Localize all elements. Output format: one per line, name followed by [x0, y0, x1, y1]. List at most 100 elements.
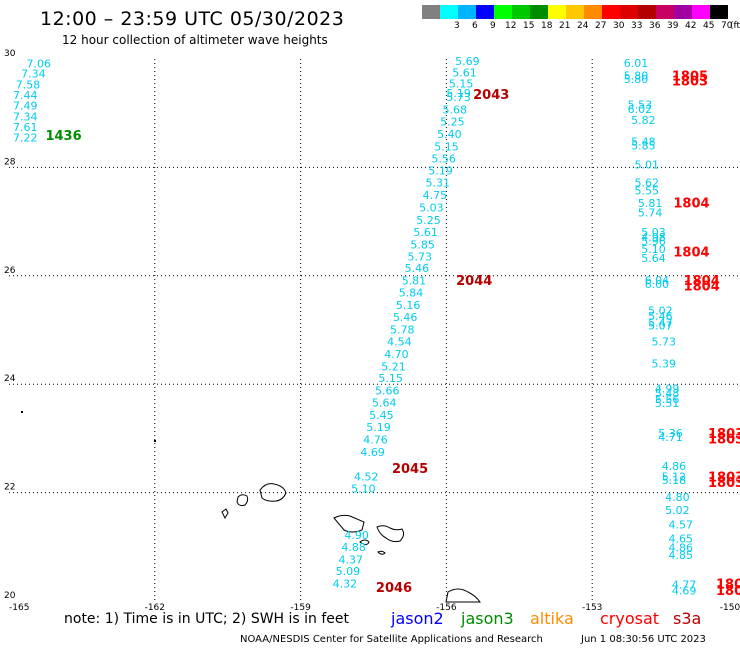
swh-value: 5.19: [366, 421, 391, 434]
swh-value: 5.82: [631, 114, 656, 127]
wave-height-color-legend: [422, 5, 728, 19]
swh-value: 5.18: [662, 474, 687, 487]
swh-value: 5.16: [396, 299, 421, 312]
swh-value: 5.73: [651, 335, 676, 348]
swh-value: 5.25: [416, 214, 441, 227]
latitude-tick-label: 28: [4, 157, 16, 167]
swh-value: 5.48: [655, 387, 680, 400]
swh-value: 5.31: [426, 177, 451, 190]
legend-tick-label: 33: [631, 21, 643, 31]
swh-value: 7.58: [16, 78, 41, 91]
swh-value: 5.78: [390, 323, 415, 336]
swh-value: 7.34: [21, 68, 46, 81]
satellite-track: 5.695.615.155.195.735.685.255.405.155.56…: [333, 55, 510, 596]
axis-labels: -165 -162 -159 -156 -153 -150 30 28 26 24 22 20: [4, 49, 740, 613]
swh-value: 4.57: [669, 519, 694, 532]
swh-value: 5.03: [641, 226, 666, 239]
pass-time-label: 1804: [684, 274, 720, 289]
swh-value: 5.73: [408, 250, 433, 263]
legend-tick-label: 6: [472, 21, 478, 31]
swh-value: 4.71: [658, 431, 683, 444]
legend-tick-label: 12: [505, 21, 517, 31]
legend-swatch: [422, 5, 440, 19]
legend-swatch: [602, 5, 620, 19]
swh-value: 5.66: [375, 385, 400, 398]
footnote: note: 1) Time is in UTC; 2) SWH is in fe…: [64, 611, 350, 627]
legend-swatch: [458, 5, 476, 19]
swh-value: 7.06: [26, 57, 51, 70]
swh-value: 5.56: [431, 153, 456, 166]
island-molokai: [333, 514, 365, 533]
swh-value: 6.00: [645, 278, 670, 291]
swh-value: 5.84: [399, 287, 424, 300]
satellite-name-jason2: jason2: [391, 609, 444, 628]
longitude-tick-label: -159: [290, 603, 311, 613]
swh-value: 4.32: [333, 578, 358, 591]
pass-time-label: 180: [716, 584, 740, 599]
island-kahoolawe: [377, 550, 386, 555]
swh-value: 6.02: [628, 103, 653, 116]
legend-tick-label: 18: [541, 21, 553, 31]
generated-timestamp: Jun 1 08:30:56 UTC 2023: [581, 634, 706, 645]
swh-value: 4.37: [339, 553, 364, 566]
nihoa-dot: [21, 411, 23, 413]
latitude-tick-label: 24: [4, 374, 16, 384]
pass-time-label: 2043: [473, 88, 509, 103]
longitude-tick-label: -150: [720, 603, 740, 613]
credit-text: NOAA/NESDIS Center for Satellite Applica…: [240, 634, 543, 645]
legend-swatch: [440, 5, 458, 19]
swh-value: 5.36: [658, 427, 683, 440]
pass-time-label: 1804: [673, 197, 709, 212]
island-lanai: [359, 539, 370, 545]
swh-value: 4.75: [423, 189, 448, 202]
pass-time-label: 1803: [708, 432, 740, 447]
legend-tick-label: 27: [595, 21, 607, 31]
swh-value: 6.01: [624, 57, 649, 70]
swh-value: 5.15: [378, 372, 403, 385]
legend-tick-label: 21: [559, 21, 571, 31]
pass-time-label: 1803: [708, 476, 740, 491]
swh-value: 7.61: [13, 121, 38, 134]
legend-swatch: [566, 5, 584, 19]
swh-value: 5.64: [641, 252, 666, 265]
swh-tracks: 7.067.347.587.447.497.347.617.22 14365.69…: [13, 55, 740, 599]
page-subtitle: 12 hour collection of altimeter wave hei…: [62, 33, 328, 47]
swh-value: 5.80: [624, 73, 649, 86]
legend-swatch: [692, 5, 710, 19]
swh-value: 5.61: [452, 67, 477, 80]
longitude-tick-label: -165: [9, 603, 29, 613]
swh-value: 5.55: [634, 185, 659, 198]
necker-dot: [154, 440, 156, 442]
pass-time-label: 1803: [672, 75, 708, 90]
swh-value: 4.80: [665, 491, 690, 504]
pass-time-label: 1805: [672, 69, 708, 84]
legend-unit: (ft): [730, 21, 740, 31]
swh-value: 4.69: [360, 446, 385, 459]
legend-swatch: [584, 5, 602, 19]
swh-value: 5.56: [655, 393, 680, 406]
swh-value: 5.48: [631, 135, 656, 148]
swh-value: 5.85: [410, 238, 435, 251]
swh-value: 5.69: [455, 55, 480, 68]
latitude-tick-label: 30: [4, 49, 16, 59]
swh-value: 5.40: [437, 128, 462, 141]
legend-tick-label: 30: [613, 21, 625, 31]
swh-value: 4.69: [672, 585, 697, 598]
swh-value: 5.01: [634, 159, 659, 172]
legend-tick-label: 36: [649, 21, 661, 31]
swh-value: 4.98: [641, 231, 666, 244]
swh-value: 7.49: [13, 100, 38, 113]
page-title: 12:00 – 23:59 UTC 05/30/2023: [40, 8, 345, 30]
legend-swatch: [512, 5, 530, 19]
swh-value: 5.15: [449, 77, 474, 90]
swh-value: 7.44: [13, 89, 38, 102]
swh-value: 4.77: [672, 579, 697, 592]
pass-time-label: 1803: [708, 470, 740, 485]
swh-value: 5.64: [372, 397, 397, 410]
swh-value: 5.12: [662, 470, 687, 483]
swh-value: 7.34: [13, 110, 38, 123]
swh-value: 5.74: [638, 206, 663, 219]
graticule: [9, 59, 738, 601]
swh-value: 5.09: [336, 565, 361, 578]
swh-value: 5.45: [369, 409, 394, 422]
